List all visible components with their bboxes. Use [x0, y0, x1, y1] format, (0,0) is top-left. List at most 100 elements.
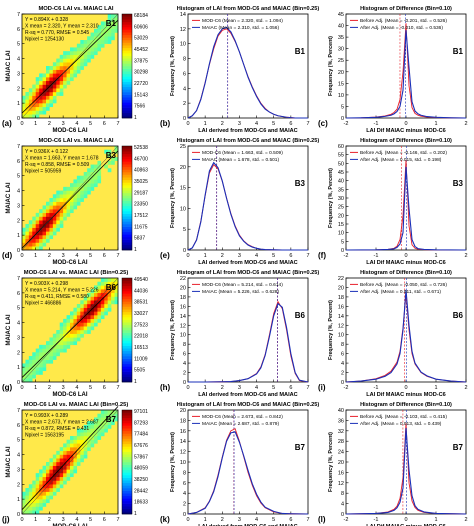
density-cell [114, 285, 119, 290]
colorbar-segment [122, 234, 132, 238]
density-cell [46, 473, 50, 478]
colorbar-segment [122, 291, 132, 294]
colorbar-segment [122, 304, 132, 307]
x-tick-label: 6 [103, 385, 106, 391]
density-cell [32, 238, 36, 243]
density-cell [25, 238, 30, 243]
y-tick-label: 10 [180, 460, 186, 466]
scatter-xlabel: MOD-C6 LAI [53, 392, 88, 398]
density-cell [59, 88, 64, 93]
density-cell [63, 58, 67, 63]
colorbar-tick-label: 11009 [134, 356, 148, 362]
x-tick-label: 7 [116, 517, 119, 523]
x-tick-label: 0 [186, 385, 189, 391]
density-cell [100, 410, 105, 414]
density-cell [97, 281, 102, 286]
density-cell [59, 333, 64, 338]
density-cell [59, 480, 64, 485]
density-cell [107, 278, 112, 282]
colorbar-segment [122, 68, 132, 72]
density-cell [49, 337, 54, 342]
diff-title: Histogram of Difference (Bin=0.10) [360, 6, 452, 12]
y-tick-label: 4 [341, 361, 344, 367]
density-cell [63, 66, 67, 70]
y-tick-label: 25 [180, 144, 186, 150]
density-cell [35, 77, 40, 82]
density-cell [39, 469, 43, 474]
density-cell [56, 66, 60, 70]
y-tick-label: 2 [17, 350, 20, 356]
density-cell [35, 480, 40, 485]
density-cell [114, 25, 119, 30]
density-cell [73, 326, 78, 331]
density-cell [83, 307, 88, 312]
density-cell [107, 421, 112, 426]
scatter-stat-text: R-sq = 0.872, RMSE = 0.431 [25, 426, 89, 432]
density-cell [59, 447, 64, 452]
fit-line [21, 283, 119, 378]
panel-letter: (i) [318, 383, 326, 392]
colorbar-segment [122, 172, 132, 175]
density-cell [46, 212, 50, 217]
y-tick-label: 35 [338, 35, 344, 41]
hist-plot-frame [187, 277, 309, 383]
density-cell [94, 183, 98, 188]
y-tick-label: 14 [180, 314, 186, 320]
density-cell [59, 92, 64, 96]
hist-plot-frame [187, 145, 309, 251]
density-cell [100, 21, 105, 26]
hist-ylabel: Frequency (%, Percent) [170, 36, 176, 96]
density-cell [42, 499, 47, 504]
density-cell [25, 99, 30, 104]
density-cell [42, 238, 47, 243]
density-cell [42, 469, 47, 474]
density-cell [46, 216, 50, 221]
density-cell [114, 417, 119, 422]
x-tick-label: 7 [306, 517, 309, 523]
colorbar-segment [122, 376, 132, 380]
y-tick-label: 2 [183, 101, 186, 107]
density-cell [94, 304, 98, 308]
density-cell [46, 95, 50, 100]
x-tick-label: 3 [62, 517, 65, 523]
density-cell [35, 80, 40, 85]
density-cell [49, 220, 54, 225]
density-cell [46, 476, 50, 481]
density-cell [49, 488, 54, 492]
density-cell [52, 454, 57, 459]
colorbar-tick-label: 23350 [134, 202, 148, 208]
colorbar-segment [122, 50, 132, 54]
density-cell [39, 476, 43, 481]
one-to-one-line [21, 277, 119, 383]
density-cell [39, 352, 43, 357]
density-cell [52, 352, 57, 357]
density-cell [94, 439, 98, 444]
y-tick-label: 24 [338, 450, 344, 456]
colorbar-tick-label: 1 [134, 115, 137, 121]
density-cell [97, 172, 102, 176]
colorbar-segment [122, 454, 132, 458]
density-cell [39, 356, 43, 360]
y-tick-label: 10 [338, 231, 344, 237]
density-cell [76, 304, 81, 308]
density-cell [59, 209, 64, 214]
density-cell [32, 359, 36, 364]
y-tick-label: 0 [183, 512, 186, 518]
legend-entry: MOD-C6 (Mean = 2.320, std. = 1.094) [202, 18, 283, 24]
density-cell [49, 231, 54, 236]
density-cell [114, 21, 119, 26]
colorbar-segment [122, 337, 132, 341]
density-cell [73, 51, 78, 56]
hist-ylabel: Frequency (%, Percent) [170, 300, 176, 360]
density-cell [100, 289, 105, 294]
density-cell [80, 43, 84, 48]
density-cell [59, 450, 64, 455]
density-cell [49, 198, 54, 202]
legend-entry: After Adj. (Mean = 0.013, std. = 0.439) [360, 421, 442, 427]
density-cell [104, 304, 108, 308]
colorbar-segment [122, 198, 132, 201]
density-cell [66, 341, 71, 346]
density-cell [83, 450, 88, 455]
density-cell [111, 32, 115, 37]
y-tick-label: 8 [183, 342, 186, 348]
